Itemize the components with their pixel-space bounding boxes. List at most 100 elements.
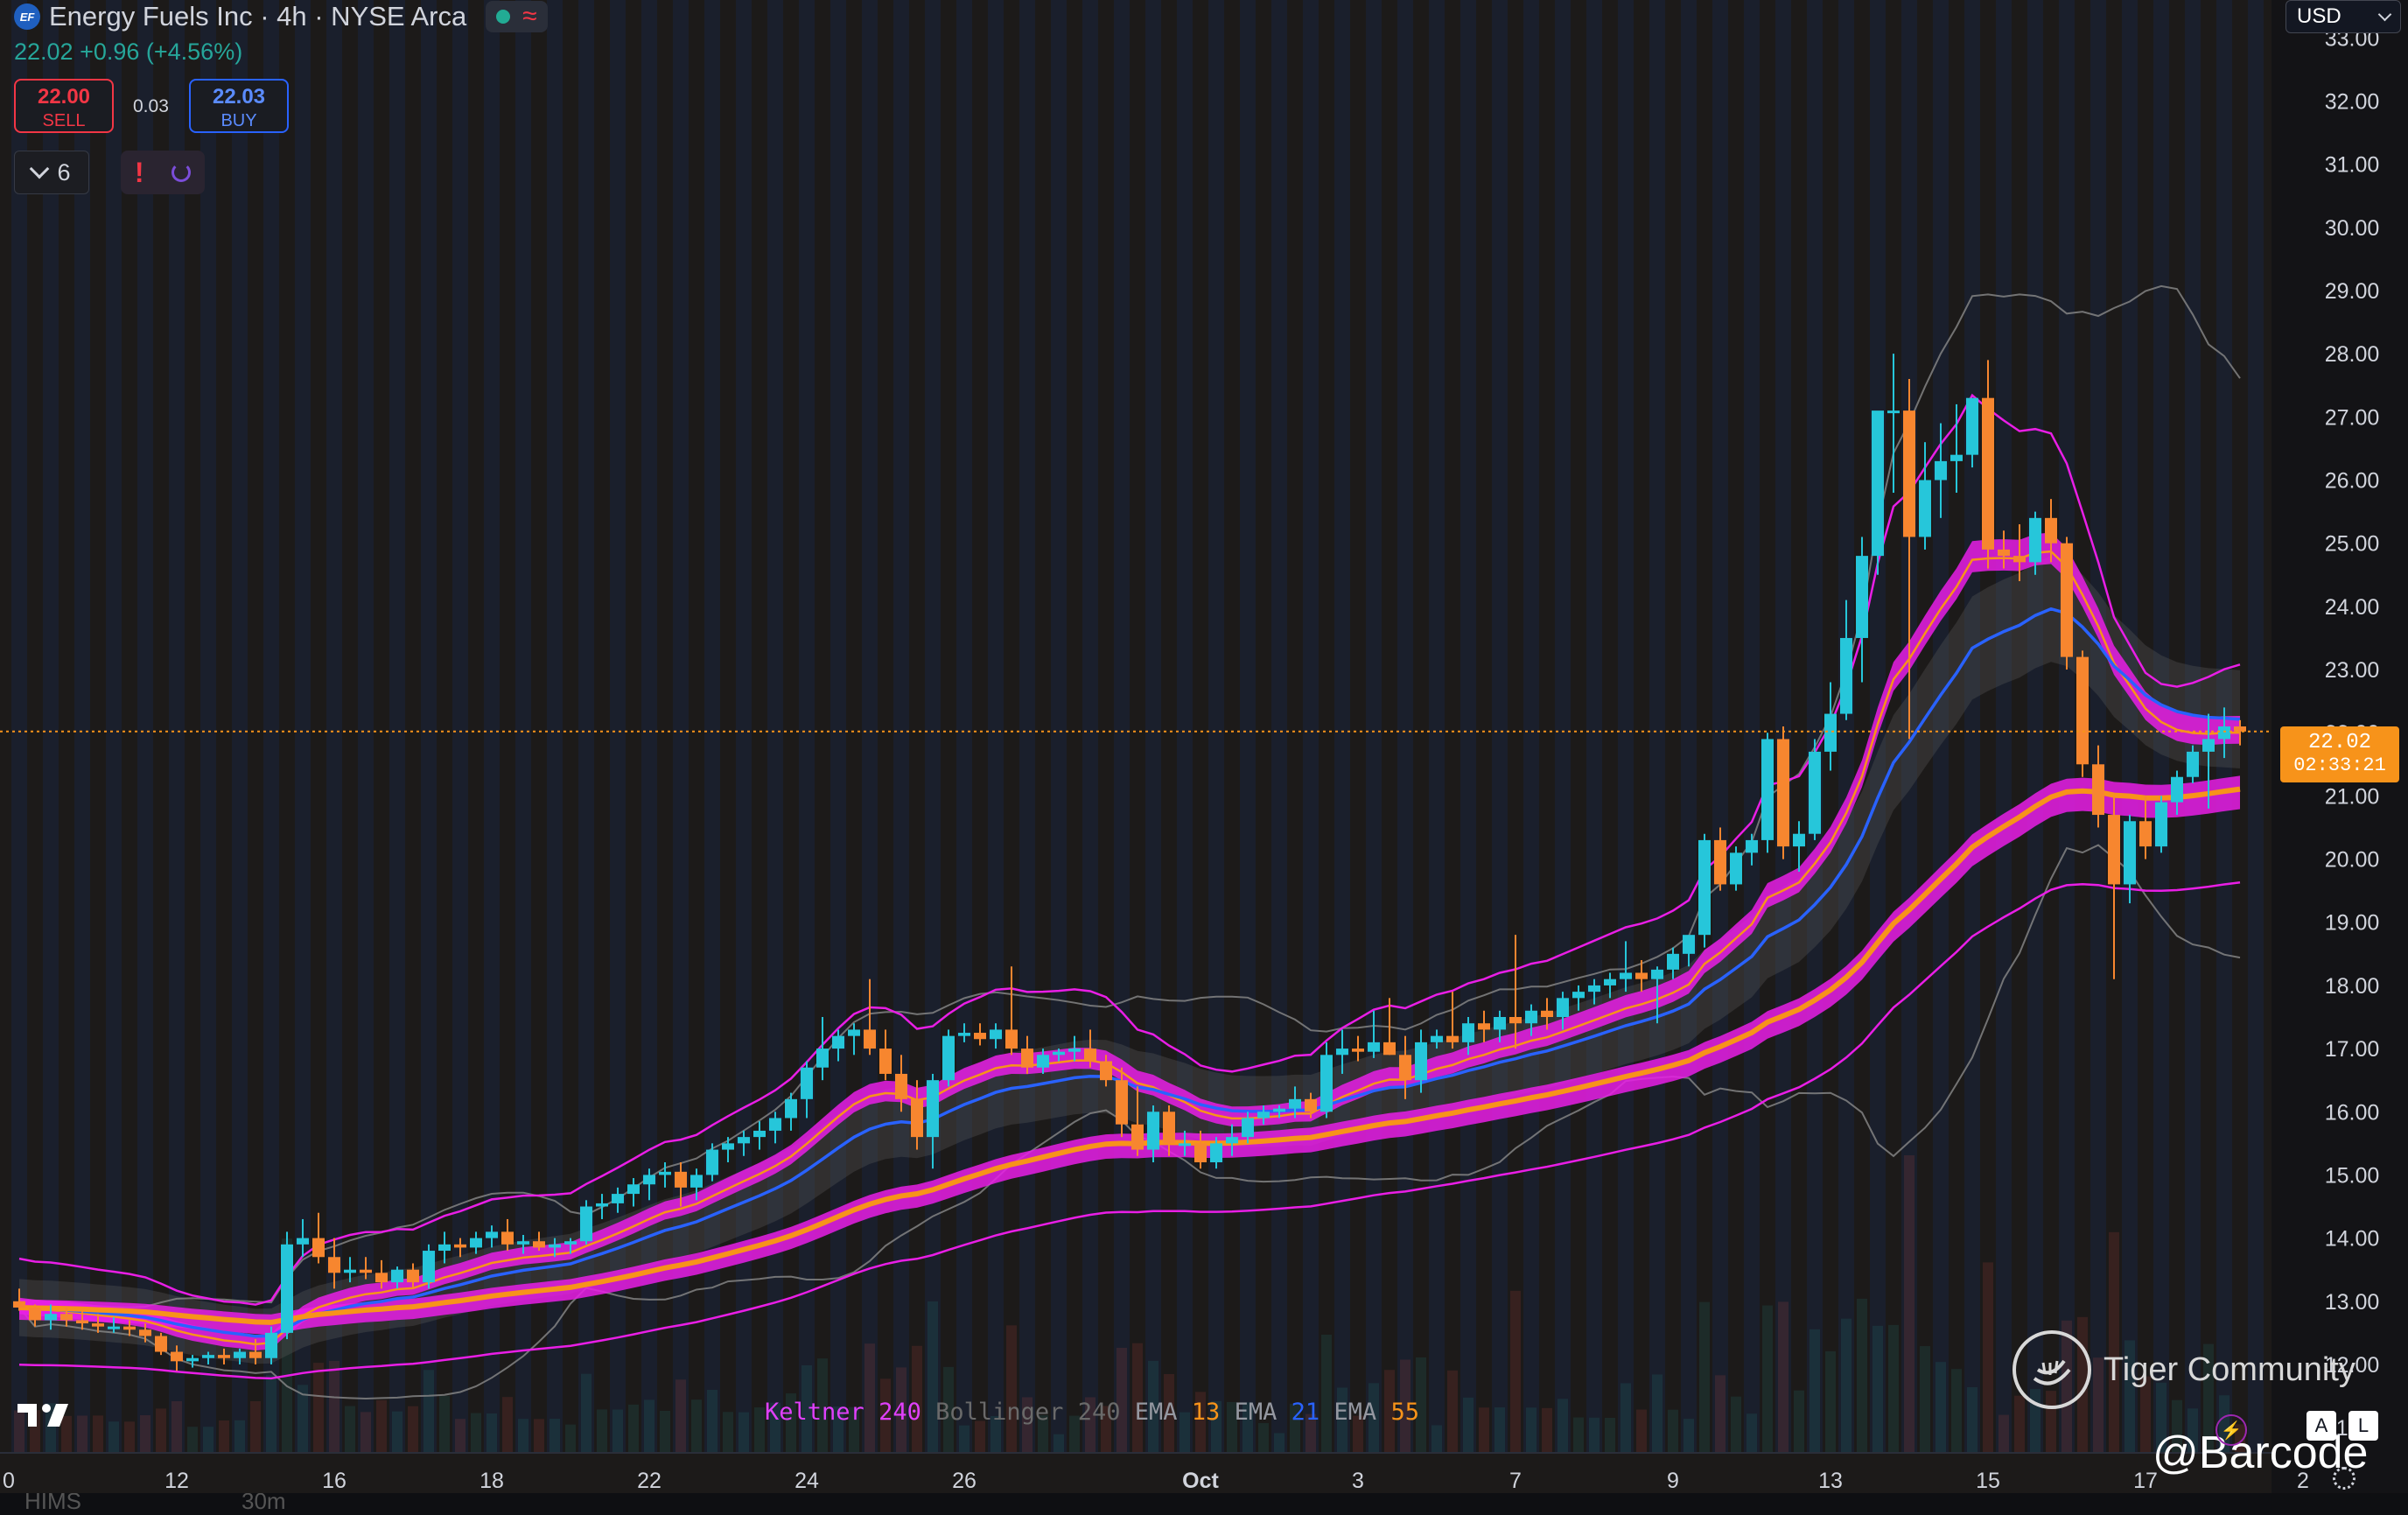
time-tick-label: 0 [3, 1469, 15, 1493]
candle-body [1604, 978, 1616, 985]
volume-bar [1526, 1407, 1536, 1453]
price-tick-label: 29.00 [2325, 279, 2380, 304]
indicators-toggle-button[interactable]: 6 [14, 151, 89, 194]
gear-icon[interactable] [2333, 1467, 2356, 1490]
tiger-logo-icon [2012, 1330, 2091, 1409]
session-stripe [1712, 0, 1728, 1453]
tradingview-logo[interactable] [18, 1400, 75, 1430]
candle-body [816, 1049, 829, 1068]
candle-body [1746, 839, 1758, 853]
candle-body [580, 1206, 592, 1242]
legend-bollinger-name[interactable]: Bollinger [935, 1399, 1064, 1426]
volume-bar [1841, 1318, 1852, 1453]
legend-ema55-name[interactable]: EMA [1334, 1399, 1377, 1426]
candle-body [1683, 935, 1695, 954]
candle-body [423, 1251, 435, 1283]
session-stripe [1303, 0, 1319, 1453]
session-stripe [578, 0, 594, 1453]
volume-bar [597, 1409, 607, 1453]
bottom-interval[interactable]: 30m [242, 1493, 286, 1514]
candle-body [675, 1171, 687, 1188]
volume-bar [802, 1365, 812, 1453]
candle-body [312, 1238, 325, 1258]
volume-bar [2109, 1231, 2119, 1453]
candle-body [407, 1269, 419, 1283]
candle-body [1257, 1112, 1270, 1119]
ema13-line [18, 550, 2241, 1346]
bottom-symbol[interactable]: HIMS [24, 1493, 81, 1514]
volume-bar [880, 1378, 891, 1453]
volume-bar [1983, 1262, 1993, 1453]
legend-keltner-param: 240 [878, 1399, 921, 1426]
candle-body [438, 1244, 451, 1252]
price-tick-label: 23.00 [2325, 658, 2380, 683]
volume-bar [1951, 1369, 1962, 1453]
volume-bar [14, 1410, 24, 1453]
volume-bar [1321, 1335, 1332, 1453]
symbol-header[interactable]: EF Energy Fuels Inc · 4h · NYSE Arca ≈ [14, 0, 548, 33]
volume-bar [2093, 1357, 2104, 1453]
buy-button[interactable]: 22.03 BUY [189, 79, 289, 133]
session-stripe [1586, 0, 1602, 1453]
currency-label: USD [2297, 4, 2342, 28]
session-stripe [169, 0, 185, 1453]
candle-body [1053, 1051, 1065, 1056]
candle-body [1919, 480, 1931, 537]
log-scale-button[interactable]: L [2348, 1411, 2378, 1441]
market-status[interactable]: ≈ [486, 1, 548, 32]
volume-bar [1384, 1370, 1395, 1453]
candle-body [990, 1029, 1002, 1040]
indicator-lines [18, 550, 2241, 1346]
candle-body [1289, 1098, 1301, 1109]
candle-body [1903, 410, 1915, 537]
volume-bar [912, 1345, 922, 1453]
time-tick-label: 9 [1667, 1469, 1679, 1493]
candle-body [186, 1357, 199, 1362]
indicator-legend[interactable]: Keltner 240 Bollinger 240 EMA 13 EMA 21 … [765, 1399, 1419, 1426]
currency-select[interactable]: USD [2286, 0, 2401, 33]
current-price: 22.02 [2307, 731, 2371, 754]
price-axis: 11.0012.0013.0014.0015.0016.0017.0018.00… [2325, 26, 2380, 1441]
candle-body [1084, 1049, 1096, 1062]
tiger-watermark: Tiger Community [2012, 1330, 2356, 1409]
candle-body [454, 1244, 466, 1248]
volume-bar [2172, 1399, 2182, 1453]
candle-body [1667, 953, 1679, 970]
volume-bar [187, 1427, 198, 1453]
lightning-icon[interactable]: ⚡ [2216, 1414, 2247, 1446]
session-stripe [1366, 0, 1382, 1453]
candle-body [501, 1231, 514, 1245]
session-stripe [1807, 0, 1823, 1453]
candle-body [2139, 821, 2152, 847]
session-stripe [1145, 0, 1161, 1453]
price-tick-label: 18.00 [2325, 974, 2380, 999]
bottom-watchlist-strip[interactable]: HIMS 30m [0, 1493, 2408, 1515]
alert-controls[interactable]: ! [121, 151, 205, 194]
volume-bar [1794, 1390, 1804, 1453]
volume-bar [1573, 1417, 1584, 1453]
candle-body [1021, 1049, 1033, 1068]
auto-scale-button[interactable]: A [2306, 1411, 2336, 1441]
symbol-title[interactable]: Energy Fuels Inc · 4h · NYSE Arca [49, 1, 467, 32]
legend-ema21-name[interactable]: EMA [1234, 1399, 1278, 1426]
company-logo: EF [14, 4, 40, 30]
sell-button[interactable]: 22.00 SELL [14, 79, 114, 133]
session-stripe [421, 0, 437, 1453]
legend-ema13-name[interactable]: EMA [1134, 1399, 1178, 1426]
bar-countdown: 02:33:21 [2293, 754, 2386, 776]
candle-body [1131, 1124, 1144, 1150]
candle-body [60, 1314, 73, 1321]
price-tick-label: 21.00 [2325, 784, 2380, 809]
candle-body [643, 1175, 655, 1185]
volume-bar [754, 1407, 765, 1453]
candle-body [832, 1035, 844, 1049]
warning-icon[interactable]: ! [134, 156, 144, 188]
candle-body [1557, 998, 1569, 1017]
volume-bar [707, 1390, 718, 1453]
refresh-icon[interactable] [172, 163, 192, 182]
volume-bar [864, 1343, 875, 1453]
volume-bar [1558, 1399, 1568, 1453]
candle-body [1368, 1042, 1380, 1052]
legend-keltner-name[interactable]: Keltner [765, 1399, 864, 1426]
